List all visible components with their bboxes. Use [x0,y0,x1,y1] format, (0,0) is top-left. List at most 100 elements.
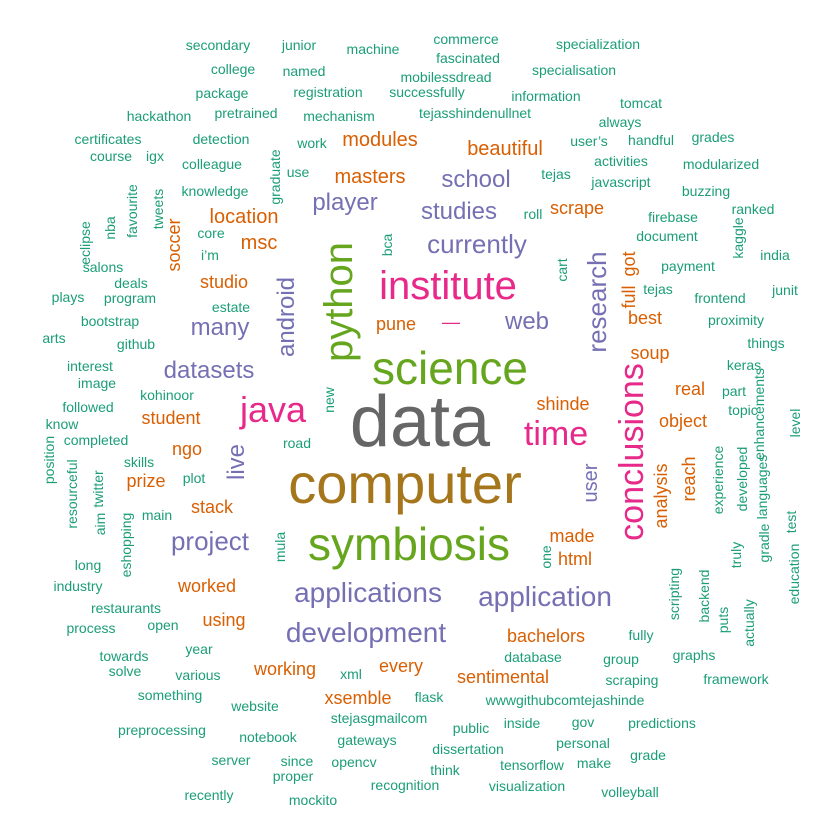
cloud-word: test [783,510,799,534]
cloud-word: soup [630,343,670,363]
cloud-word: course [89,148,133,164]
cloud-word: graphs [672,647,716,663]
cloud-word: knowledge [181,183,249,199]
cloud-word: modularized [682,156,760,172]
cloud-word: program [103,290,157,306]
cloud-word: school [441,166,511,193]
cloud-word: junit [772,282,798,298]
cloud-word: real [674,379,706,399]
cloud-word: process [66,620,116,636]
cloud-word: tejas [643,281,673,297]
cloud-word: plays [51,289,85,305]
cloud-word: worked [177,576,237,596]
cloud-word: part [721,383,747,399]
cloud-word: website [231,698,279,714]
cloud-word: buzzing [681,183,731,199]
cloud-word: grades [691,129,735,145]
cloud-word: stejasgmailcom [330,710,428,726]
cloud-word: new [321,387,337,413]
cloud-word: got [619,251,639,277]
cloud-word: xml [340,666,362,682]
cloud-word: currently [427,229,527,259]
cloud-word: javascript [591,174,651,190]
cloud-word: things [747,335,785,351]
cloud-word: student [141,408,201,428]
cloud-word: analysis [651,463,671,529]
cloud-word: inside [503,715,541,731]
cloud-word: ranked [731,201,775,217]
cloud-word: restaurants [90,600,162,616]
cloud-word: truly [728,541,744,569]
cloud-word: various [175,667,221,683]
cloud-word: modules [342,129,418,151]
cloud-word: long [74,557,102,573]
cloud-word: — [442,312,460,332]
cloud-word: information [511,88,581,104]
cloud-word: gateways [337,732,397,748]
cloud-word: image [77,375,117,391]
cloud-word: time [523,415,589,453]
cloud-word: certificates [74,131,142,147]
cloud-word: full [619,285,639,309]
cloud-word: commerce [433,31,499,47]
cloud-word: symbiosis [308,518,510,570]
cloud-word: cart [554,258,570,282]
cloud-word: visualization [488,778,566,794]
cloud-word: backend [696,569,712,623]
cloud-word: position [41,435,57,485]
cloud-word: nba [102,216,118,240]
cloud-word: computer [288,452,522,515]
cloud-word: html [557,549,593,569]
cloud-word: level [787,408,803,438]
cloud-word: android [273,276,300,358]
cloud-word: public [452,720,490,736]
cloud-word: many [190,314,250,341]
cloud-word: bca [379,233,395,257]
cloud-word: ngo [171,439,203,459]
cloud-word: aim [92,512,108,536]
cloud-word: application [478,581,612,612]
cloud-word: hackathon [126,108,192,124]
cloud-word: twitter [90,470,106,508]
cloud-word: road [282,435,312,451]
cloud-word: studio [199,272,249,292]
cloud-word: wwwgithubcomtejashinde [485,692,645,708]
cloud-word: actually [741,599,757,647]
cloud-word: tejasshindenullnet [418,105,532,121]
cloud-word: deals [114,275,148,291]
cloud-word: year [185,641,213,657]
cloud-word: scrape [549,198,605,218]
cloud-word: grade [630,747,666,763]
cloud-word: live [223,443,250,481]
cloud-word: preprocessing [118,722,206,738]
cloud-word: datasets [163,357,255,384]
cloud-word: graduate [267,149,283,205]
cloud-word: salons [82,259,124,275]
cloud-word: conclusions [613,363,651,541]
cloud-word: i’m [201,247,219,263]
cloud-word: skills [123,454,155,470]
cloud-word: kohinoor [140,387,194,403]
cloud-word: fascinated [436,50,500,66]
cloud-word: best [627,308,663,328]
cloud-word: eshopping [118,512,134,578]
cloud-word: firebase [648,209,698,225]
cloud-word: project [170,526,250,556]
cloud-word: think [430,762,460,778]
cloud-word: prize [126,471,166,491]
cloud-word: eclipse [77,221,93,265]
cloud-word: shinde [536,394,590,414]
cloud-word: notebook [239,729,297,745]
cloud-word: stack [190,497,234,517]
cloud-word: dissertation [432,741,504,757]
cloud-word: predictions [628,715,696,731]
cloud-word: studies [420,198,498,225]
cloud-word: something [137,687,203,703]
cloud-word: keras [726,357,762,373]
cloud-word: framework [703,671,769,687]
cloud-word: main [141,507,173,523]
cloud-word: tensorflow [500,757,564,773]
cloud-word: named [282,63,326,79]
cloud-word: opencv [331,754,377,770]
cloud-word: using [202,610,246,630]
